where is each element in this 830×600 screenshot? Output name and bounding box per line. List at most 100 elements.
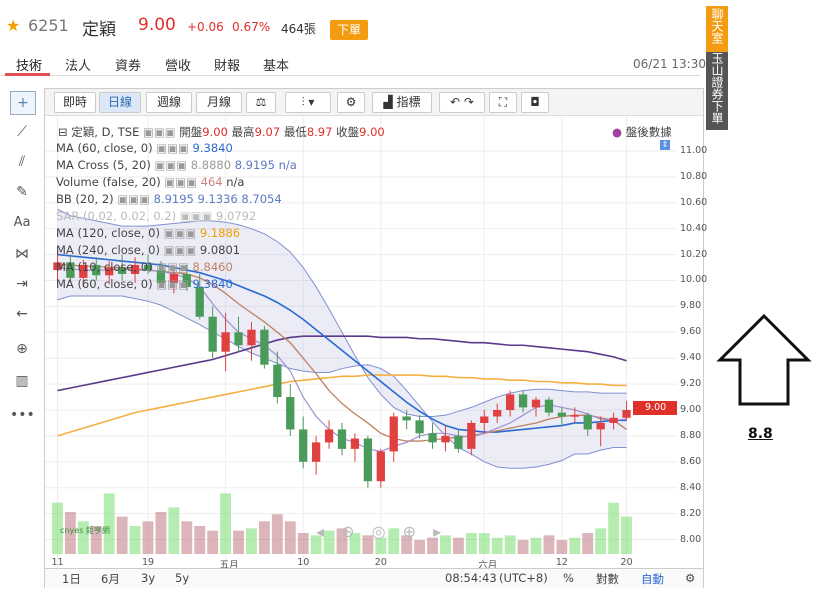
tab-basic[interactable]: 基本 [263,59,290,74]
monthly-button[interactable]: 月線 [196,92,242,113]
chart-navigation[interactable]: ◂ ⊖ ◎ ⊕ ▸ [316,522,448,541]
volume-bar [271,514,283,554]
intraday-button[interactable]: 即時 [54,92,96,113]
back-arrow-icon[interactable]: ← [16,306,28,322]
volume-bar [504,535,516,554]
candle-body [221,332,230,352]
settings-gear-icon[interactable]: ⚙ [337,92,365,113]
daily-button[interactable]: 日線 [99,92,141,113]
legend-ma60b-value: 9.3840 [192,277,233,291]
volume-bar [517,540,529,554]
scroll-marker-icon[interactable]: ⇕ [660,140,670,150]
bottom-settings-icon[interactable]: ⚙ [685,571,696,585]
tab-technical[interactable]: 技術 [16,59,43,74]
candle-body [247,329,256,346]
range-5y[interactable]: 5y [175,571,190,585]
candle-body [156,270,166,284]
fib-tool-icon[interactable]: ⫽ [18,154,26,170]
clock-time: 08:54:43 [445,571,497,585]
candle-body [66,262,75,278]
chart-bottom-bar: 1日 6月 3y 5y 08:54:43 (UTC+8) % 對數 自動 ⚙ [45,568,703,588]
text-tool-icon[interactable]: Aa [13,215,31,230]
legend-ma60-value: 9.3840 [192,141,233,155]
trend-line-icon[interactable]: ⟋ [17,124,27,140]
broker-order-tab[interactable]: 玉山證券下單 [706,52,728,130]
legend-sar-value: 9.0792 [216,209,257,223]
legend-main: ⊟ 定穎, D, TSE ▣▣▣ 開盤9.00 最高9.07 最低8.97 收盤… [58,125,385,139]
volume-bar [155,512,167,554]
favorite-star-icon[interactable]: ★ [6,16,21,35]
volume-bar [52,502,63,554]
y-tick-label: 9.20 [680,378,702,390]
zoom-icon[interactable]: ⊕ [16,341,28,357]
volume-bar [491,537,503,554]
chat-room-tab[interactable]: 聊天室 [706,6,728,52]
x-tick-label: 五月 [219,560,239,571]
legend-ma240-value: 9.0801 [199,243,241,257]
legend-bb-v1: 8.9195 [153,192,194,206]
y-tick-label: 8.40 [680,481,702,493]
fullscreen-icon[interactable]: ⛶ [489,92,517,113]
weekly-button[interactable]: 週線 [146,92,192,113]
candle-body [105,267,114,276]
legend-macross-label: MA Cross (5, 20) [56,158,151,172]
undo-redo-icon[interactable]: ↶ ↷ [439,92,485,113]
auto-toggle[interactable]: 自動 [641,572,664,586]
range-1d[interactable]: 1日 [62,572,81,586]
tab-institutional[interactable]: 法人 [65,59,92,74]
brush-icon[interactable]: ✎ [16,184,28,200]
after-hours-toggle[interactable]: ● 盤後數據 [612,125,672,139]
y-tick-label: 10.60 [680,196,708,208]
tab-margin[interactable]: 資券 [115,59,142,74]
candle-body [531,399,541,408]
current-price-label: 9.00 [645,402,667,413]
candle-body [92,264,101,276]
log-toggle[interactable]: 對數 [596,572,619,586]
timezone[interactable]: (UTC+8) [499,571,548,585]
range-6m[interactable]: 6月 [101,572,120,586]
percent-toggle[interactable]: % [563,571,574,585]
volume-bar [478,533,490,554]
volume-bar [142,521,154,554]
tab-financials[interactable]: 財報 [214,59,241,74]
legend-ma120-value: 9.1886 [199,226,241,240]
x-tick-label: 11 [51,557,64,568]
volume-bar [284,521,296,554]
legend-ma120: MA (120, close, 0) ▣▣▣ 9.1886 [56,226,241,240]
candle-body [428,433,437,443]
y-tick-label: 10.80 [680,170,708,182]
candle-body [311,442,321,462]
candle-body [441,435,450,443]
volume-bar [194,526,206,554]
legend-close: 9.00 [359,125,385,139]
ruler-icon[interactable]: ▥ [15,373,29,389]
trade-volume: 464張 [281,22,316,36]
legend-main-label: 定穎, D, TSE [71,125,140,139]
range-3y[interactable]: 3y [141,571,156,585]
candle-body [493,410,502,417]
candle-body [505,394,515,410]
more-icon[interactable]: ••• [10,407,35,423]
chart-type-icon[interactable]: ⫶ ▾ [285,92,331,113]
price-chart[interactable] [45,116,703,568]
ma20-line [57,253,627,433]
snapshot-camera-icon[interactable]: ◘ [521,92,549,113]
candle-body [117,267,127,274]
candle-body [596,422,605,430]
measure-tool-icon[interactable]: ⇥ [16,276,28,292]
candle-body [350,438,360,449]
y-tick-label: 9.00 [680,404,702,415]
compare-icon[interactable]: ⚖ [246,92,276,113]
legend-volume-v1: 464 [200,175,223,189]
tab-revenue[interactable]: 營收 [165,59,192,74]
pattern-tool-icon[interactable]: ⋈ [15,246,29,262]
candle-body [480,416,489,423]
volume-bar [233,530,244,554]
volume-bar [362,535,374,554]
order-button[interactable]: 下單 [330,20,368,40]
crosshair-icon[interactable]: + [10,91,36,115]
legend-bb-v3: 8.7054 [241,192,282,206]
candle-body [53,262,62,271]
indicators-button[interactable]: ▟ 指標 [372,92,432,113]
legend-volume: Volume (false, 20) ▣▣▣ 464 n/a [56,175,245,189]
